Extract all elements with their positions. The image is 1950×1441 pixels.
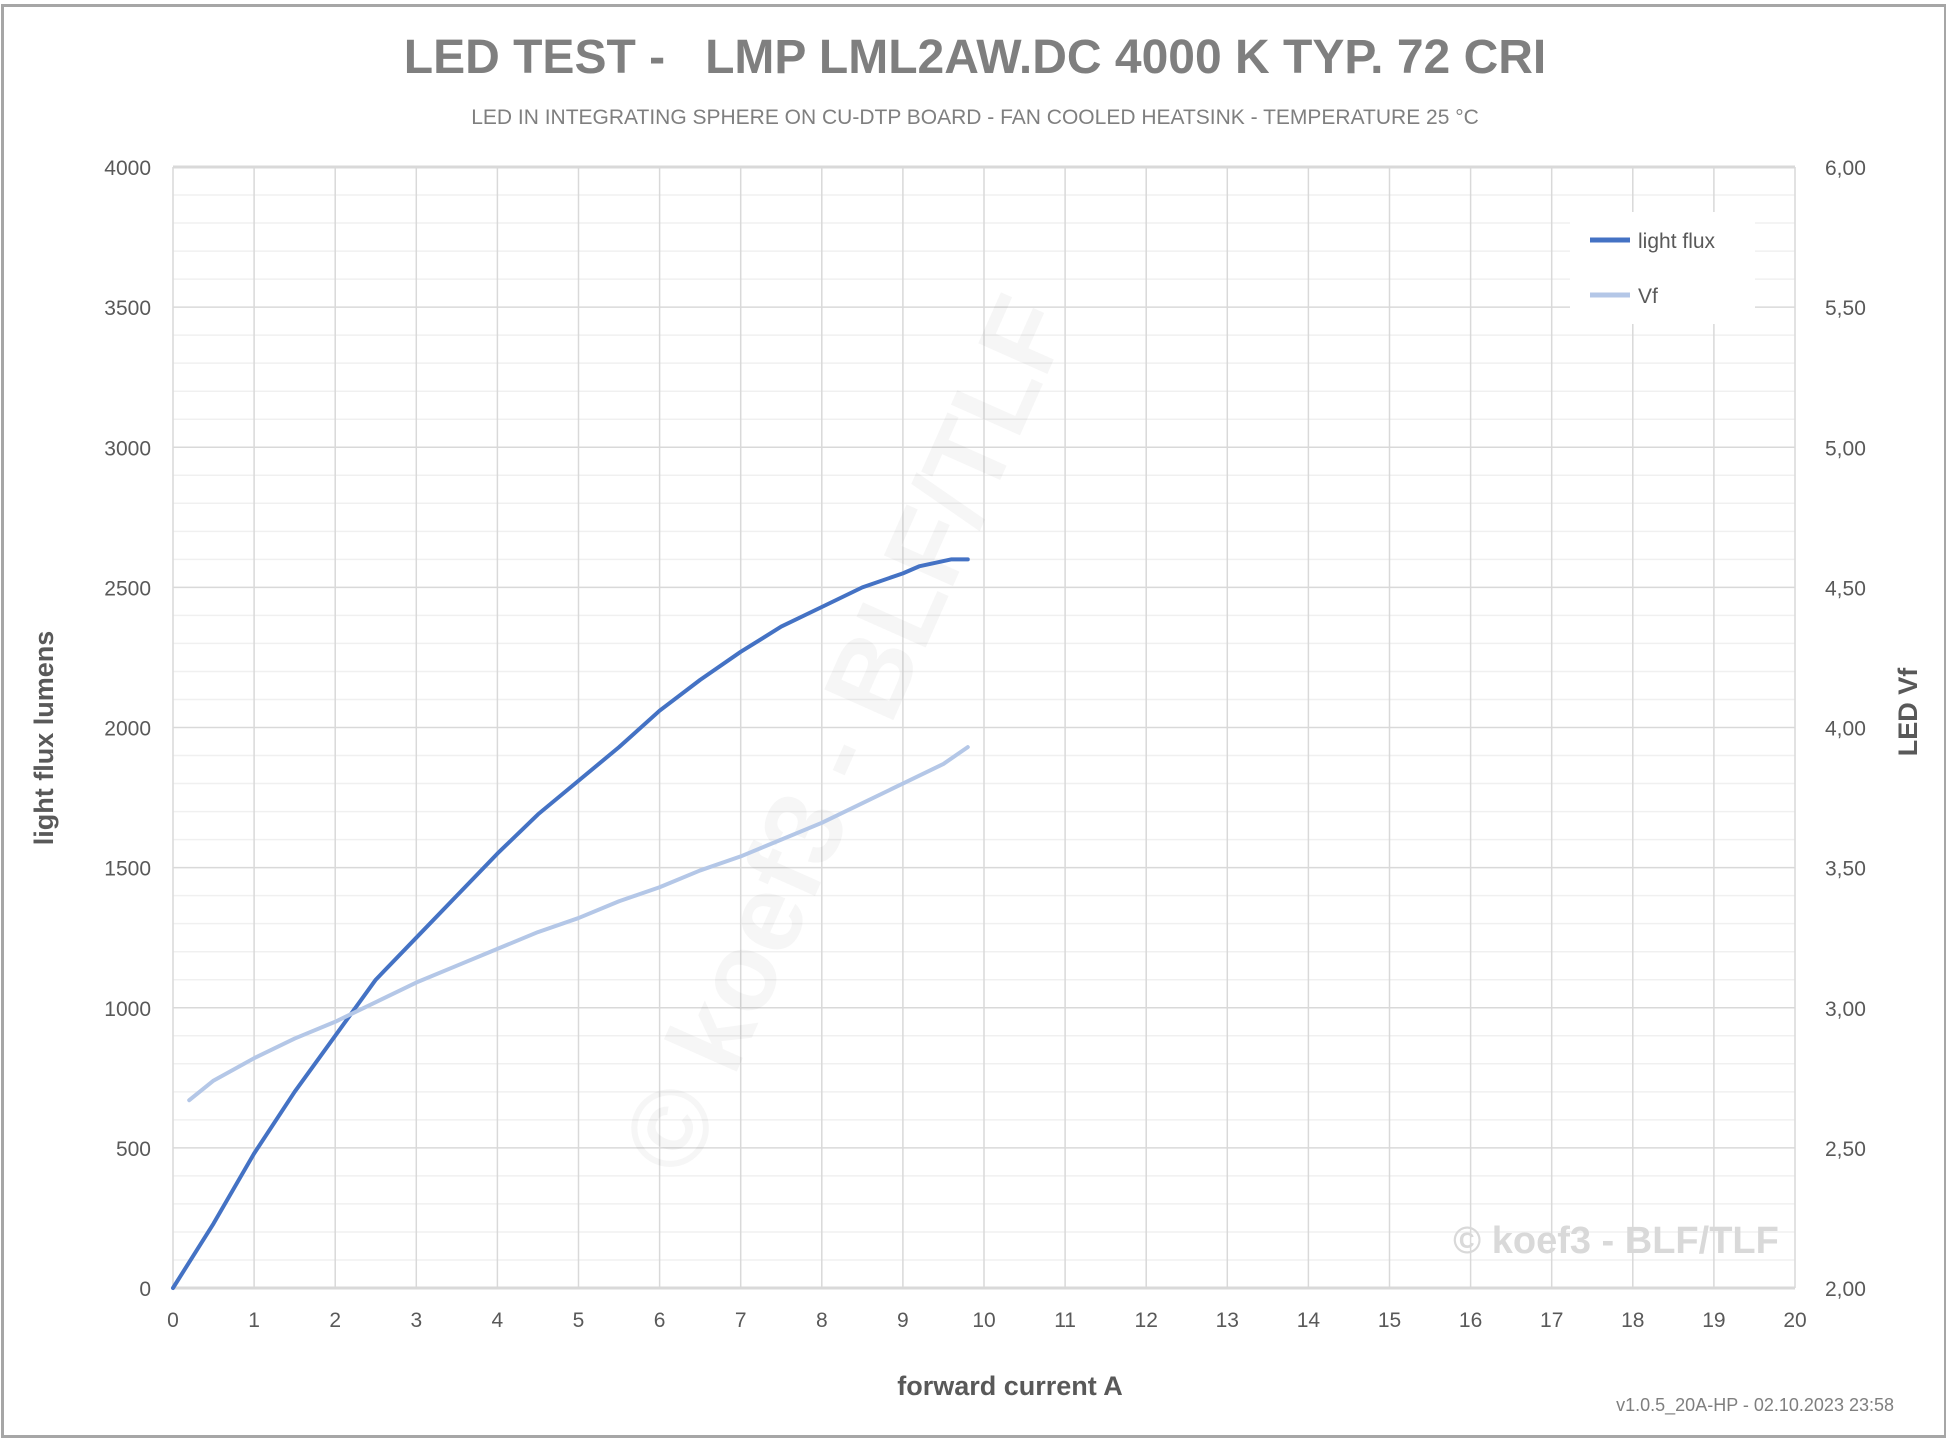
x-tick-label: 13 (1216, 1309, 1239, 1332)
x-tick-label: 17 (1540, 1309, 1563, 1332)
legend-label: light flux (1638, 230, 1716, 253)
x-tick-label: 1 (248, 1309, 260, 1332)
y-tick-label: 1500 (104, 858, 151, 881)
x-tick-label: 19 (1702, 1309, 1725, 1332)
x-tick-label: 16 (1459, 1309, 1482, 1332)
x-tick-label: 8 (816, 1309, 828, 1332)
x-tick-label: 5 (573, 1309, 585, 1332)
x-tick-label: 2 (329, 1309, 341, 1332)
y-axis-title: light flux lumens (29, 631, 59, 846)
series-line-light-flux (171, 557, 970, 1290)
y2-tick-label: 2,00 (1825, 1278, 1866, 1301)
legend-box (1570, 212, 1755, 324)
x-tick-label: 6 (654, 1309, 666, 1332)
x-tick-label: 10 (972, 1309, 995, 1332)
x-tick-label: 11 (1054, 1309, 1076, 1332)
x-axis-title: forward current A (897, 1371, 1123, 1401)
chart-title: LED TEST - LMP LML2AW.DC 4000 K TYP. 72 … (403, 31, 1547, 84)
y-tick-label: 2000 (104, 718, 151, 741)
x-tick-label: 20 (1783, 1309, 1806, 1332)
x-tick-label: 9 (897, 1309, 909, 1332)
chart-frame (1, 4, 1946, 1438)
y2-tick-label: 6,00 (1825, 157, 1866, 180)
y-tick-label: 1000 (104, 998, 151, 1021)
chart-subtitle: LED IN INTEGRATING SPHERE ON CU-DTP BOAR… (471, 106, 1479, 129)
y2-tick-label: 4,00 (1825, 718, 1866, 741)
y2-tick-label: 3,50 (1825, 858, 1866, 881)
y-tick-label: 4000 (104, 157, 151, 180)
y2-tick-label: 3,00 (1825, 998, 1866, 1021)
x-tick-label: 3 (410, 1309, 422, 1332)
x-tick-label: 7 (735, 1309, 747, 1332)
x-tick-label: 12 (1135, 1309, 1158, 1332)
y-tick-label: 2500 (104, 577, 151, 600)
legend-label: Vf (1638, 285, 1658, 308)
y2-tick-label: 5,00 (1825, 437, 1866, 460)
y2-tick-label: 4,50 (1825, 577, 1866, 600)
y2-tick-label: 5,50 (1825, 297, 1866, 320)
y-tick-label: 3500 (104, 297, 151, 320)
y-tick-label: 3000 (104, 437, 151, 460)
x-tick-label: 15 (1378, 1309, 1401, 1332)
corner-watermark: © koef3 - BLF/TLF (1453, 1220, 1779, 1262)
series-line-vf (187, 745, 970, 1103)
x-tick-label: 4 (492, 1309, 504, 1332)
y2-axis-title: LED Vf (1893, 667, 1923, 757)
x-tick-label: 0 (167, 1309, 179, 1332)
version-footer: v1.0.5_20A-HP - 02.10.2023 23:58 (1616, 1395, 1894, 1415)
x-tick-label: 14 (1297, 1309, 1321, 1332)
x-tick-label: 18 (1621, 1309, 1644, 1332)
y2-tick-label: 2,50 (1825, 1138, 1866, 1161)
y-tick-label: 500 (116, 1138, 151, 1161)
y-tick-label: 0 (139, 1278, 151, 1301)
diagonal-watermark: © koef3 - BLF/TLF (598, 279, 1094, 1190)
